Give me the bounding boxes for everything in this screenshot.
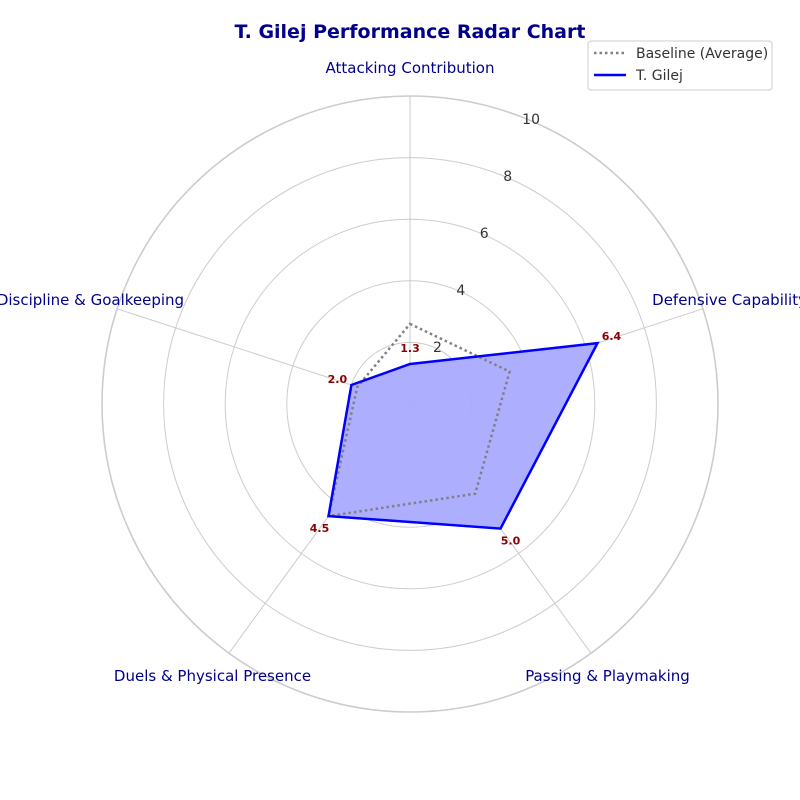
axis-label: Discipline & Goalkeeping <box>0 291 184 309</box>
value-label: 2.0 <box>328 373 348 386</box>
chart-title: T. Gilej Performance Radar Chart <box>235 21 586 43</box>
legend-player-label: T. Gilej <box>635 68 683 84</box>
value-label: 6.4 <box>602 330 622 343</box>
value-label: 5.0 <box>501 535 521 548</box>
axis-label: Duels & Physical Presence <box>114 667 311 685</box>
value-label: 1.3 <box>400 342 420 355</box>
value-label: 4.5 <box>310 522 330 535</box>
legend: Baseline (Average) T. Gilej <box>587 40 773 91</box>
player-line <box>327 341 600 530</box>
r-tick-label: 2 <box>433 340 442 356</box>
r-tick-label: 4 <box>456 283 465 299</box>
r-tick-label: 8 <box>503 169 512 185</box>
axis-label: Defensive Capability <box>652 291 800 309</box>
radar-labels: 2 4 6 8 10 Attacking Contribution Defensive Ca… <box>0 59 800 685</box>
axis-label: Passing & Playmaking <box>525 667 690 685</box>
player-area <box>328 343 598 529</box>
axis-label: Attacking Contribution <box>326 59 495 77</box>
r-tick-label: 6 <box>480 226 489 242</box>
legend-baseline-label: Baseline (Average) <box>636 46 768 62</box>
legend-box <box>587 40 773 91</box>
r-tick-label: 10 <box>522 112 540 128</box>
radar-series <box>326 322 600 530</box>
